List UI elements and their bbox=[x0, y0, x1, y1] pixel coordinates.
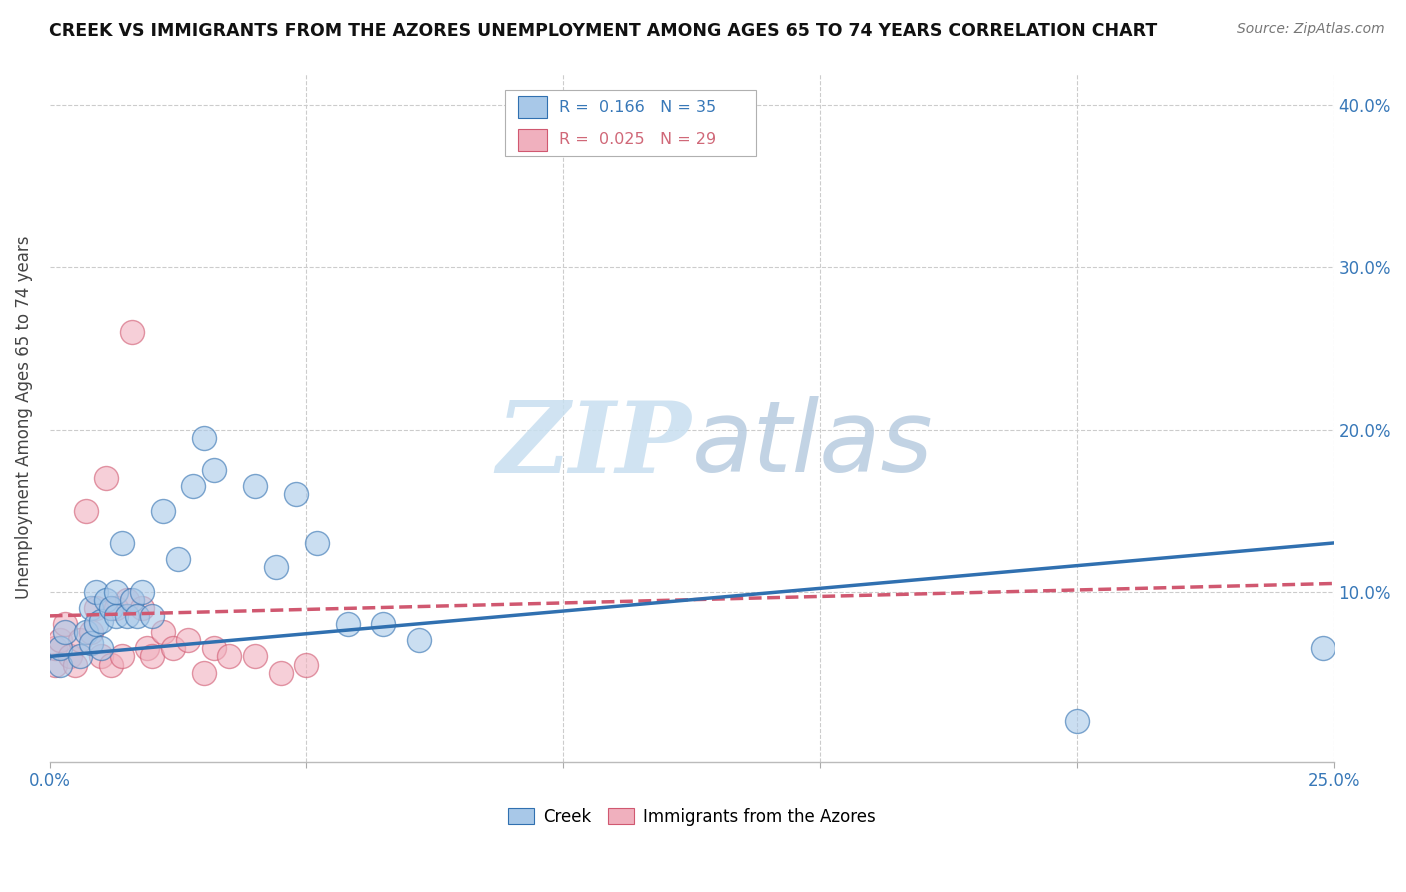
Point bbox=[53, 625, 76, 640]
Point bbox=[162, 641, 184, 656]
Point bbox=[69, 649, 91, 664]
Point bbox=[202, 641, 225, 656]
Point bbox=[1312, 641, 1334, 656]
Point bbox=[110, 536, 132, 550]
Point bbox=[84, 584, 107, 599]
Point bbox=[49, 657, 72, 672]
Point bbox=[96, 592, 118, 607]
Point bbox=[1066, 714, 1088, 729]
Point bbox=[264, 560, 287, 574]
Text: Source: ZipAtlas.com: Source: ZipAtlas.com bbox=[1237, 22, 1385, 37]
Y-axis label: Unemployment Among Ages 65 to 74 years: Unemployment Among Ages 65 to 74 years bbox=[15, 235, 32, 599]
Point bbox=[305, 536, 328, 550]
Point bbox=[270, 665, 292, 680]
Text: atlas: atlas bbox=[692, 396, 934, 493]
Point bbox=[152, 625, 174, 640]
Point bbox=[44, 641, 66, 656]
Point bbox=[90, 649, 112, 664]
Point bbox=[96, 471, 118, 485]
Legend: Creek, Immigrants from the Azores: Creek, Immigrants from the Azores bbox=[501, 801, 882, 832]
Point bbox=[243, 479, 266, 493]
Point bbox=[80, 625, 103, 640]
FancyBboxPatch shape bbox=[506, 90, 756, 155]
FancyBboxPatch shape bbox=[519, 96, 547, 119]
Point bbox=[295, 657, 318, 672]
FancyBboxPatch shape bbox=[519, 128, 547, 151]
Point bbox=[177, 633, 200, 648]
Point bbox=[193, 431, 215, 445]
Point bbox=[110, 649, 132, 664]
Point bbox=[167, 552, 190, 566]
Point bbox=[183, 479, 205, 493]
Point bbox=[136, 641, 159, 656]
Point bbox=[115, 608, 138, 623]
Point bbox=[53, 617, 76, 632]
Point bbox=[49, 633, 72, 648]
Point bbox=[90, 614, 112, 628]
Point bbox=[152, 503, 174, 517]
Point bbox=[243, 649, 266, 664]
Point bbox=[105, 584, 128, 599]
Point bbox=[105, 600, 128, 615]
Point bbox=[131, 584, 153, 599]
Point bbox=[100, 657, 122, 672]
Point bbox=[59, 649, 82, 664]
Point bbox=[80, 636, 103, 650]
Point bbox=[90, 641, 112, 656]
Point bbox=[75, 625, 97, 640]
Point bbox=[49, 641, 72, 656]
Point bbox=[69, 633, 91, 648]
Point bbox=[202, 463, 225, 477]
Point bbox=[285, 487, 308, 501]
Point bbox=[44, 657, 66, 672]
Text: CREEK VS IMMIGRANTS FROM THE AZORES UNEMPLOYMENT AMONG AGES 65 TO 74 YEARS CORRE: CREEK VS IMMIGRANTS FROM THE AZORES UNEM… bbox=[49, 22, 1157, 40]
Point bbox=[131, 600, 153, 615]
Point bbox=[121, 326, 143, 340]
Point bbox=[125, 608, 148, 623]
Point bbox=[100, 600, 122, 615]
Point bbox=[121, 592, 143, 607]
Point bbox=[80, 600, 103, 615]
Point bbox=[193, 665, 215, 680]
Text: R =  0.166   N = 35: R = 0.166 N = 35 bbox=[560, 100, 717, 115]
Point bbox=[84, 600, 107, 615]
Point bbox=[65, 657, 87, 672]
Text: R =  0.025   N = 29: R = 0.025 N = 29 bbox=[560, 132, 717, 147]
Point bbox=[373, 617, 395, 632]
Point bbox=[141, 608, 163, 623]
Point bbox=[408, 633, 430, 648]
Point bbox=[75, 503, 97, 517]
Point bbox=[141, 649, 163, 664]
Point bbox=[84, 617, 107, 632]
Text: ZIP: ZIP bbox=[496, 397, 692, 493]
Point bbox=[105, 608, 128, 623]
Point bbox=[115, 592, 138, 607]
Point bbox=[218, 649, 240, 664]
Point bbox=[336, 617, 359, 632]
